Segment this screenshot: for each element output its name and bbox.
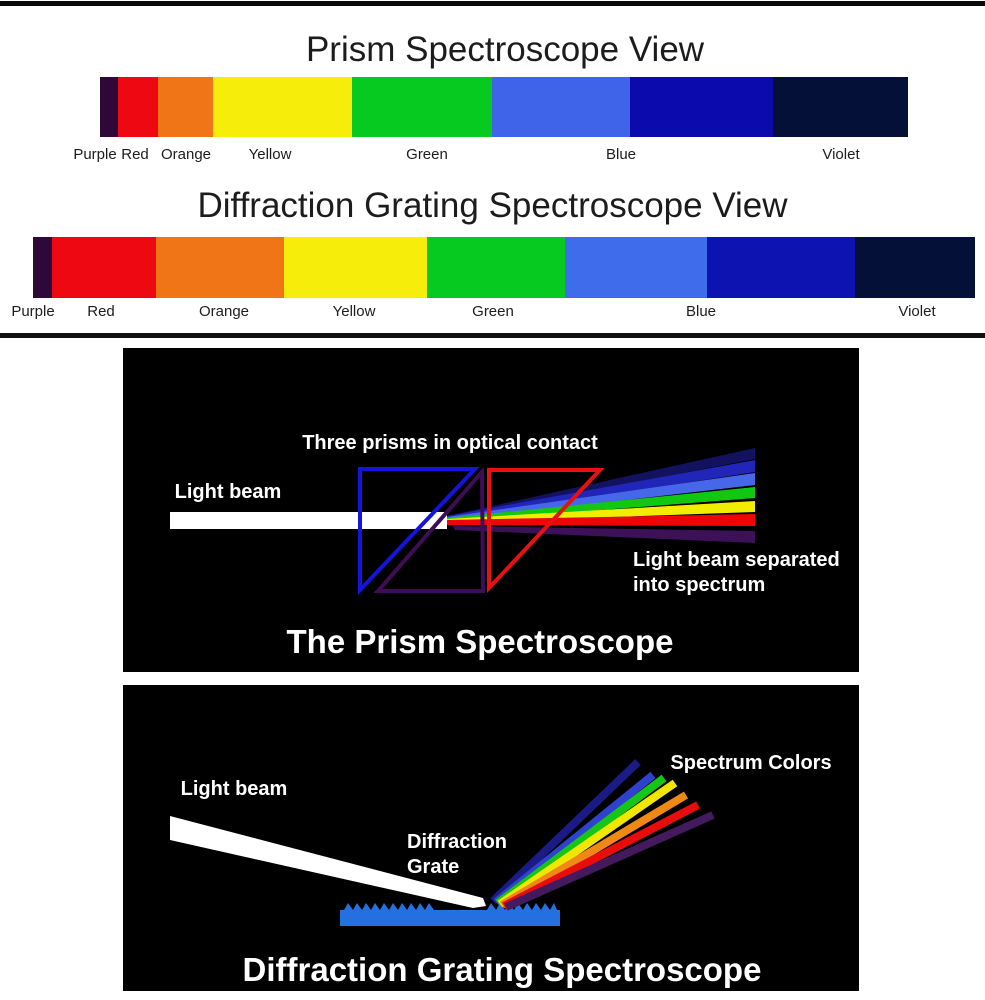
grating-panel-title: Diffraction Grating Spectroscope	[243, 951, 762, 988]
section-divider-line	[0, 333, 985, 338]
light-beam-label: Light beam	[175, 481, 282, 503]
spectrum-segment-darkblue	[630, 77, 773, 137]
light-beam-shape	[170, 512, 447, 529]
fan-band-violet	[447, 448, 755, 519]
fan-band-purple	[504, 811, 715, 911]
prism-bar-labels: Purple Red Orange Yellow Green Blue Viol…	[0, 146, 985, 164]
label-yellow: Yellow	[332, 303, 376, 320]
spectrum-segment-orange	[156, 237, 284, 298]
label-red: Red	[87, 303, 115, 320]
diffraction-grating-diagram: Spectrum Colors Light beam Diffraction G…	[123, 685, 859, 991]
spectrum-segment-yellow	[213, 77, 352, 137]
spectrum-segment-darkblue	[707, 237, 855, 298]
separated-label-line2: into spectrum	[633, 574, 765, 596]
label-yellow: Yellow	[248, 146, 292, 163]
diffraction-grate-label-line2: Grate	[407, 856, 459, 878]
spectrum-segment-blue	[492, 77, 630, 137]
light-beam-shape	[170, 816, 486, 908]
spectrum-segment-yellow	[284, 237, 427, 298]
fan-band-red	[447, 514, 755, 526]
grating-bar-labels: Purple Red Orange Yellow Green Blue Viol…	[0, 303, 985, 321]
spectrum-segment-green	[352, 77, 492, 137]
label-blue: Blue	[685, 303, 717, 320]
fan-band-yellow	[497, 779, 678, 908]
grating-teeth-right	[487, 903, 557, 910]
diffraction-grate-label-line1: Diffraction	[407, 831, 507, 853]
fan-band-darkblue	[447, 460, 755, 520]
light-beam-label: Light beam	[181, 778, 288, 800]
spectrum-segment-red	[118, 77, 158, 137]
grating-spectrum-bar	[33, 237, 975, 298]
spectrum-colors-label: Spectrum Colors	[670, 752, 831, 774]
spectrum-segment-green	[427, 237, 565, 298]
diffraction-grating-shape	[340, 910, 560, 926]
spectrum-segment-purple	[100, 77, 118, 137]
label-green: Green	[406, 146, 448, 163]
grating-view-title: Diffraction Grating Spectroscope View	[197, 186, 788, 225]
spectrum-segment-blue	[565, 237, 707, 298]
fan-band-purple	[453, 526, 755, 543]
spectrum-segment-violet	[855, 237, 975, 298]
spectrum-segment-red	[52, 237, 156, 298]
prism-spectroscope-diagram: Three prisms in optical contact Light be…	[123, 348, 859, 672]
label-blue: Blue	[605, 146, 637, 163]
label-purple: Purple	[11, 303, 55, 320]
spectrum-segment-orange	[158, 77, 213, 137]
fan-band-green	[447, 487, 755, 522]
red-prism-outline	[487, 468, 605, 594]
spectrum-segment-purple	[33, 237, 52, 298]
label-red: Red	[121, 146, 149, 163]
prism-spectrum-bar	[100, 77, 908, 137]
fan-band-blue	[447, 473, 755, 521]
purple-prism-outline	[373, 466, 486, 593]
label-violet: Violet	[898, 303, 936, 320]
blue-prism-outline	[358, 467, 480, 596]
three-prisms-annotation: Three prisms in optical contact	[302, 432, 598, 454]
spectrum-segment-violet	[773, 77, 908, 137]
label-orange: Orange	[160, 146, 212, 163]
fan-band-violet-blue	[490, 759, 641, 904]
label-green: Green	[472, 303, 514, 320]
label-violet: Violet	[822, 146, 860, 163]
prism-view-title: Prism Spectroscope View	[305, 30, 705, 69]
prism-panel-title: The Prism Spectroscope	[287, 623, 674, 660]
grating-teeth-left	[344, 903, 434, 910]
prism-diagram-canvas: Three prisms in optical contact Light be…	[170, 432, 840, 660]
fan-band-yellow	[447, 501, 755, 523]
separated-label-line1: Light beam separated	[633, 549, 840, 571]
top-border-line	[0, 1, 985, 6]
label-purple: Purple	[73, 146, 117, 163]
grating-diagram-canvas: Spectrum Colors Light beam Diffraction G…	[170, 752, 832, 988]
label-orange: Orange	[198, 303, 250, 320]
